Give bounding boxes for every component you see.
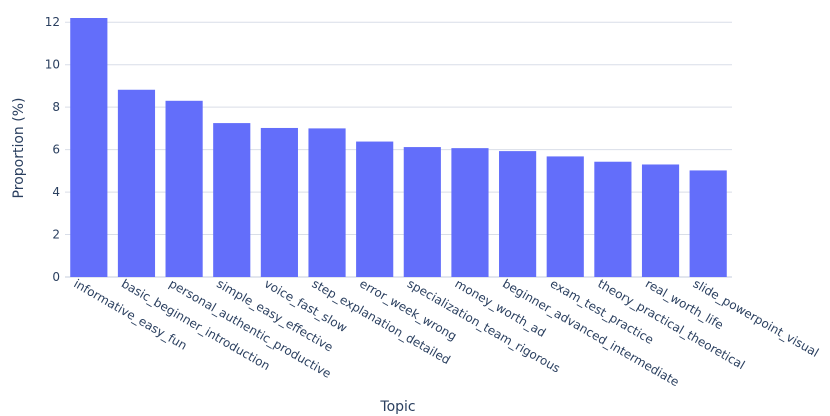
bar-voice_fast_slow	[260, 127, 298, 278]
bar-step_explanation_detailed	[308, 128, 346, 277]
bar-informative_easy_fun	[70, 18, 108, 277]
y-tick-label: 6	[52, 143, 60, 157]
y-tick-label: 4	[52, 185, 60, 199]
y-tick-labels: 0 2 4 6 8 10 12	[45, 15, 60, 284]
y-tick-label: 12	[45, 15, 60, 29]
bar-specialization_team_rigorous	[403, 147, 441, 277]
y-tick-label: 10	[45, 58, 60, 72]
bar-slide_powerpoint_visual	[689, 170, 727, 277]
bar-real_worth_life	[641, 164, 680, 277]
x-tick-labels: informative_easy_funbasic_beginner_intro…	[71, 276, 821, 389]
bar-simple_easy_effective	[213, 123, 251, 278]
y-tick-label: 2	[52, 228, 60, 242]
bar-money_worth_ad	[451, 148, 489, 277]
grid-lines	[65, 21, 732, 278]
bars	[70, 18, 727, 278]
y-axis-title: Proportion (%)	[11, 98, 27, 199]
bar-personal_authentic_productive	[165, 100, 203, 278]
y-tick-label: 8	[52, 100, 60, 114]
bar-error_week_wrong	[356, 141, 394, 277]
bar-theory_practical_theoretical	[594, 161, 632, 277]
bar-exam_test_practice	[546, 156, 584, 277]
bar-beginner_advanced_intermediate	[499, 151, 537, 277]
bar-basic_beginner_introduction	[117, 89, 156, 277]
x-axis-title: Topic	[379, 399, 415, 415]
y-tick-label: 0	[52, 270, 60, 284]
